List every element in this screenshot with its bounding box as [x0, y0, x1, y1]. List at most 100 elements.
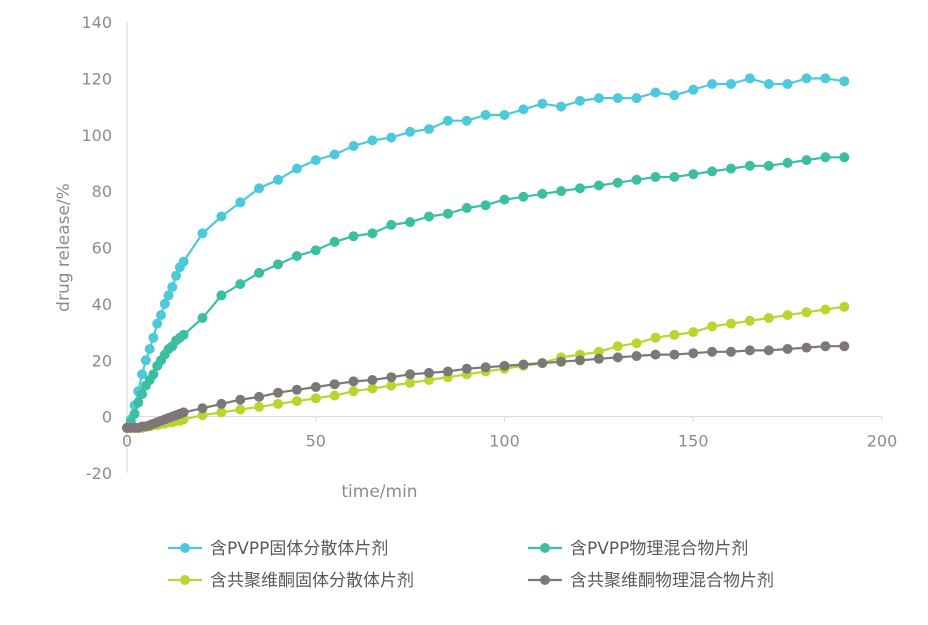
data-point	[235, 279, 246, 290]
data-point	[405, 369, 416, 380]
data-point	[129, 408, 140, 419]
data-point	[669, 329, 680, 340]
data-point	[631, 351, 642, 361]
data-point	[348, 141, 359, 151]
data-point	[386, 132, 397, 143]
data-point	[593, 353, 604, 364]
legend-item: 含共聚维酮固体分散体片剂	[168, 571, 414, 591]
data-point	[197, 313, 208, 323]
y-axis-title: drug release/%	[54, 183, 74, 312]
data-point	[178, 329, 189, 340]
data-point	[707, 346, 718, 357]
data-point	[197, 410, 208, 421]
data-point	[782, 344, 793, 354]
legend-item: 含共聚维酮物理混合物片剂	[528, 571, 774, 591]
data-point	[367, 383, 378, 394]
data-point	[839, 152, 850, 163]
data-point	[631, 174, 642, 185]
data-point	[839, 76, 850, 87]
x-tick-label: 100	[489, 432, 520, 451]
data-point	[556, 356, 567, 367]
data-point	[499, 110, 510, 120]
data-point	[329, 379, 340, 390]
data-point	[669, 172, 680, 182]
data-point	[235, 197, 246, 208]
data-point	[707, 79, 718, 89]
data-point	[461, 203, 472, 213]
data-point	[291, 396, 302, 407]
data-point	[291, 384, 302, 395]
data-point	[424, 367, 434, 378]
data-point	[424, 375, 434, 385]
data-point	[575, 355, 585, 366]
data-point	[216, 290, 227, 301]
data-point	[152, 318, 163, 329]
data-point	[480, 362, 491, 373]
data-point	[537, 358, 548, 369]
data-point	[273, 259, 283, 270]
data-point	[820, 304, 831, 315]
data-point	[291, 251, 302, 261]
data-point	[763, 79, 774, 89]
data-point	[461, 115, 472, 126]
data-point	[763, 313, 774, 323]
data-point	[367, 375, 378, 385]
data-point	[405, 126, 416, 137]
data-point	[556, 186, 567, 197]
data-point	[273, 387, 283, 398]
data-point	[167, 282, 178, 292]
y-tick-label: -20	[86, 464, 112, 483]
data-point	[310, 382, 321, 392]
data-point	[744, 160, 755, 171]
data-point	[386, 219, 397, 230]
data-point	[367, 228, 378, 239]
data-point	[148, 332, 159, 343]
data-point	[159, 298, 170, 309]
data-point	[612, 177, 623, 188]
data-point	[744, 315, 755, 326]
data-point	[707, 321, 718, 332]
data-point	[726, 163, 736, 174]
x-tick-label: 150	[678, 432, 709, 451]
data-point	[537, 98, 548, 109]
y-tick-label: 120	[81, 69, 112, 88]
series-2	[122, 152, 850, 433]
data-point	[518, 191, 529, 202]
data-point	[348, 231, 359, 242]
data-point	[839, 341, 850, 352]
y-tick-label: 100	[81, 126, 112, 145]
data-point	[763, 345, 774, 356]
series-line	[127, 345, 845, 429]
data-point	[688, 327, 699, 338]
y-tick-label: 80	[92, 182, 112, 201]
legend-label: 含PVPP固体分散体片剂	[210, 539, 388, 559]
data-point	[171, 270, 182, 281]
data-point	[650, 172, 661, 182]
data-point	[650, 349, 661, 360]
data-point	[235, 394, 246, 405]
data-point	[273, 174, 283, 185]
data-point	[216, 407, 227, 418]
data-point	[254, 401, 265, 412]
data-point	[144, 344, 155, 354]
data-point	[442, 366, 453, 377]
data-point	[178, 407, 189, 418]
data-point	[148, 369, 159, 380]
data-point	[669, 349, 680, 360]
data-point	[310, 155, 321, 166]
data-point	[518, 104, 529, 115]
axes: -20 0 20 40 60 80 100 120 140 0 50 100 150 200	[81, 13, 897, 483]
data-point	[593, 93, 604, 104]
data-point	[763, 160, 774, 171]
data-point	[820, 152, 831, 163]
series-layer	[122, 73, 850, 433]
data-point	[518, 359, 529, 370]
data-point	[650, 332, 661, 343]
legend-label: 含共聚维酮固体分散体片剂	[210, 571, 414, 591]
data-point	[820, 73, 831, 84]
y-tick-label: 140	[81, 13, 112, 32]
data-point	[163, 290, 174, 301]
data-point	[133, 397, 144, 408]
